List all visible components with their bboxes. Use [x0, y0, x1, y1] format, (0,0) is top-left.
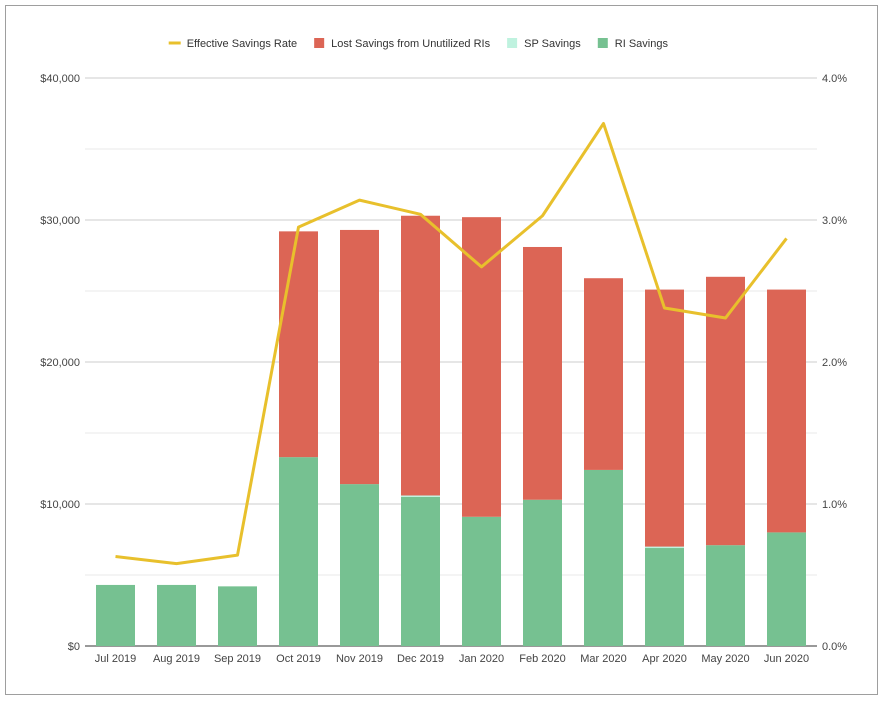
x-axis-tick-label: Oct 2019: [276, 653, 321, 665]
right-axis-tick-label: 1.0%: [822, 499, 847, 511]
x-axis-tick-label: Dec 2019: [397, 653, 444, 665]
bar-ri-savings-3: [279, 457, 318, 646]
bar-lost-savings-from-unutilized-ris-5: [401, 215, 440, 496]
bar-lost-savings-from-unutilized-ris-4: [340, 229, 379, 485]
line-effective-savings-rate: [115, 121, 788, 566]
right-axis-tick-label: 0.0%: [822, 641, 847, 653]
left-axis-labels: $0 $10,000 $20,000 $30,000 $40,000: [40, 73, 80, 653]
bar-ri-savings-1: [157, 584, 196, 646]
left-axis-tick-label: $30,000: [40, 215, 80, 227]
x-axis-tick-label: Jul 2019: [95, 653, 137, 665]
bar-lost-savings-from-unutilized-ris-8: [584, 278, 623, 470]
bar-ri-savings-10: [706, 545, 745, 646]
legend-label: Lost Savings from Unutilized RIs: [331, 38, 490, 50]
bar-lost-savings-from-unutilized-ris-9: [645, 289, 684, 547]
right-axis-labels: 0.0% 1.0% 2.0% 3.0% 4.0%: [822, 73, 847, 653]
bar-ri-savings-9: [645, 548, 684, 646]
right-axis-tick-label: 4.0%: [822, 73, 847, 85]
left-axis-tick-label: $10,000: [40, 499, 80, 511]
left-axis-tick-label: $40,000: [40, 73, 80, 85]
legend-label: RI Savings: [615, 38, 669, 50]
bar-lost-savings-from-unutilized-ris-3: [279, 231, 318, 458]
chart-frame: $0 $10,000 $20,000 $30,000 $40,000 0.0% 1.0% 2…: [5, 5, 878, 695]
left-axis-tick-label: $0: [68, 641, 80, 653]
bar-lost-savings-from-unutilized-ris-10: [706, 276, 745, 546]
x-axis-labels: Jul 2019 Aug 2019 Sep 2019 Oct 2019 Nov 2019…: [95, 653, 809, 665]
bar-ri-savings-2: [218, 586, 257, 646]
bar-ri-savings-5: [401, 496, 440, 646]
x-axis-tick-label: Jan 2020: [459, 653, 504, 665]
bar-ri-savings-8: [584, 469, 623, 646]
stacked-bar-line-chart: $0 $10,000 $20,000 $30,000 $40,000 0.0% 1.0% 2…: [40, 38, 847, 665]
bar-ri-savings-7: [523, 499, 562, 646]
x-axis-tick-label: May 2020: [701, 653, 749, 665]
gridlines: [85, 77, 817, 647]
legend-swatch: [597, 38, 608, 48]
x-axis-tick-label: Feb 2020: [519, 653, 565, 665]
bar-lost-savings-from-unutilized-ris-7: [523, 246, 562, 500]
x-axis-tick-label: Sep 2019: [214, 653, 261, 665]
x-axis-tick-label: Jun 2020: [764, 653, 809, 665]
legend-label: SP Savings: [524, 38, 581, 50]
bar-ri-savings-0: [96, 584, 135, 646]
bar-lost-savings-from-unutilized-ris-6: [462, 217, 501, 517]
rate-line: [115, 121, 788, 566]
legend-swatch-line: [168, 41, 181, 45]
bar-sp-savings-5: [401, 495, 440, 497]
bar-ri-savings-4: [340, 484, 379, 646]
bar-ri-savings-11: [767, 532, 806, 646]
right-axis-tick-label: 2.0%: [822, 357, 847, 369]
bar-sp-savings-9: [645, 546, 684, 549]
legend-swatch: [314, 38, 325, 48]
x-axis-tick-label: Nov 2019: [336, 653, 383, 665]
legend-swatch: [507, 38, 518, 48]
x-axis-tick-label: Aug 2019: [153, 653, 200, 665]
right-axis-tick-label: 3.0%: [822, 215, 847, 227]
bars: [96, 215, 806, 646]
legend-label: Effective Savings Rate: [187, 38, 297, 50]
bar-ri-savings-6: [462, 516, 501, 646]
left-axis-tick-label: $20,000: [40, 357, 80, 369]
x-axis-tick-label: Apr 2020: [642, 653, 687, 665]
x-axis-tick-label: Mar 2020: [580, 653, 626, 665]
legend: Effective Savings Rate Lost Savings from …: [168, 38, 669, 50]
bar-lost-savings-from-unutilized-ris-11: [767, 289, 806, 533]
